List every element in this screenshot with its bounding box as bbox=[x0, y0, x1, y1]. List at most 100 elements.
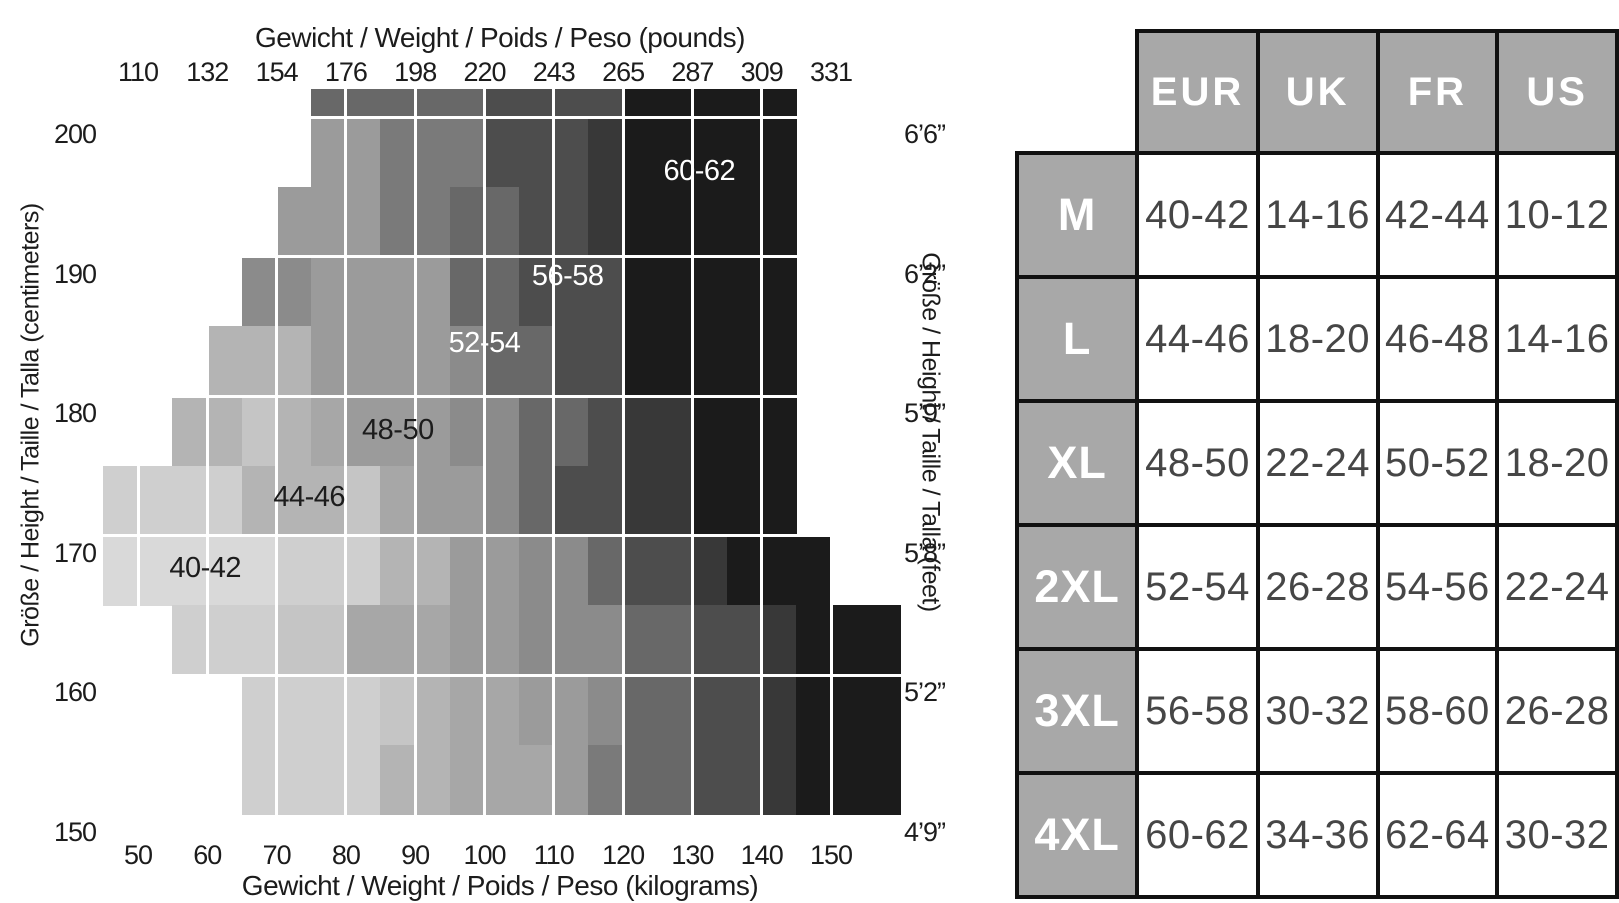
heatmap-cell bbox=[380, 291, 416, 327]
heatmap-cell bbox=[310, 88, 347, 118]
heatmap-cell bbox=[657, 500, 693, 537]
heatmap-cell bbox=[518, 256, 555, 292]
heatmap-cell bbox=[657, 395, 693, 432]
x-tick-kilograms: 90 bbox=[401, 840, 430, 870]
heatmap-cell bbox=[692, 500, 728, 537]
heatmap-cell bbox=[276, 675, 312, 711]
heatmap-cell bbox=[276, 465, 312, 502]
heatmap-cell bbox=[449, 395, 485, 432]
heatmap-cell bbox=[726, 361, 762, 397]
heatmap-cell bbox=[865, 675, 901, 711]
heatmap-cell bbox=[761, 710, 797, 746]
heatmap-cell bbox=[310, 535, 347, 571]
heatmap-cell bbox=[761, 605, 797, 641]
heatmap-cell bbox=[380, 186, 416, 222]
heatmap-cell bbox=[380, 151, 416, 188]
size-region-label: 60-62 bbox=[663, 155, 736, 188]
heatmap-cell bbox=[726, 465, 762, 502]
heatmap-cell bbox=[796, 744, 832, 781]
heatmap-cell bbox=[172, 430, 208, 467]
gridline-vertical bbox=[205, 88, 209, 815]
heatmap-cell bbox=[657, 116, 693, 153]
heatmap-cell bbox=[518, 779, 555, 816]
heatmap-cell bbox=[414, 151, 451, 188]
heatmap-cell bbox=[692, 88, 728, 118]
heatmap-cell bbox=[622, 535, 659, 571]
heatmap-cell bbox=[830, 710, 866, 746]
heatmap-cell bbox=[345, 326, 381, 362]
heatmap-cell bbox=[726, 430, 762, 467]
heatmap-cell bbox=[588, 570, 624, 606]
heatmap-cell bbox=[103, 535, 139, 571]
heatmap-cell bbox=[449, 465, 485, 502]
heatmap-cell bbox=[622, 779, 659, 816]
heatmap-cell bbox=[276, 361, 312, 397]
heatmap-cell bbox=[345, 430, 381, 467]
x-tick-kilograms: 50 bbox=[123, 840, 153, 870]
table-cell: 52-54 bbox=[1135, 523, 1260, 651]
heatmap-cell bbox=[345, 465, 381, 502]
heatmap-cell bbox=[172, 465, 208, 502]
heatmap-cell bbox=[761, 500, 797, 537]
heatmap-cell bbox=[692, 605, 728, 641]
heatmap-cell bbox=[657, 779, 693, 816]
heatmap-cell bbox=[310, 186, 347, 222]
heatmap-cell bbox=[726, 116, 762, 153]
heatmap-cell bbox=[761, 361, 797, 397]
heatmap-cell bbox=[414, 675, 451, 711]
heatmap-cell bbox=[276, 605, 312, 641]
heatmap-cell bbox=[622, 186, 659, 222]
heatmap-cell bbox=[726, 535, 762, 571]
x-tick-pounds: 198 bbox=[394, 57, 437, 87]
heatmap-cell bbox=[518, 605, 555, 641]
heatmap-cell bbox=[241, 779, 277, 816]
size-region-label: 56-58 bbox=[531, 260, 604, 293]
heatmap-cell bbox=[692, 570, 728, 606]
table-cell: 42-44 bbox=[1375, 151, 1500, 279]
heatmap-cell bbox=[588, 361, 624, 397]
heatmap-cell bbox=[726, 326, 762, 362]
x-tick-pounds: 331 bbox=[809, 57, 853, 87]
heatmap-cell bbox=[726, 291, 762, 327]
table-cell: 18-20 bbox=[1255, 275, 1380, 403]
heatmap-cell bbox=[449, 535, 485, 571]
heatmap-cell bbox=[380, 605, 416, 641]
heatmap-cell bbox=[622, 500, 659, 537]
heatmap-cell bbox=[657, 710, 693, 746]
heatmap-cell bbox=[761, 116, 797, 153]
heatmap-cell bbox=[761, 221, 797, 257]
heatmap-cell bbox=[414, 430, 451, 467]
heatmap-cell bbox=[484, 256, 520, 292]
y-tick-centimeters: 150 bbox=[53, 817, 97, 847]
heatmap-cell bbox=[518, 500, 555, 537]
heatmap-cell bbox=[657, 256, 693, 292]
heatmap-cell bbox=[484, 640, 520, 676]
heatmap-cell bbox=[865, 710, 901, 746]
heatmap-cell bbox=[657, 361, 693, 397]
heatmap-cell bbox=[796, 640, 832, 676]
table-cell: 30-32 bbox=[1255, 647, 1380, 775]
heatmap-cell bbox=[692, 675, 728, 711]
heatmap-cell bbox=[414, 500, 451, 537]
heatmap-cell bbox=[553, 675, 589, 711]
heatmap-cell bbox=[484, 395, 520, 432]
heatmap-cell bbox=[172, 535, 208, 571]
heatmap-cell bbox=[553, 779, 589, 816]
heatmap-cell bbox=[276, 291, 312, 327]
heatmap-cell bbox=[276, 395, 312, 432]
heatmap-cell bbox=[796, 675, 832, 711]
x-tick-kilograms: 70 bbox=[262, 840, 292, 870]
heatmap-cell bbox=[207, 535, 243, 571]
heatmap-cell bbox=[276, 256, 312, 292]
table-cell: 46-48 bbox=[1375, 275, 1500, 403]
heatmap-cell bbox=[588, 116, 624, 153]
heatmap-cell bbox=[865, 640, 901, 676]
heatmap-cell bbox=[865, 779, 901, 816]
heatmap-cell bbox=[484, 675, 520, 711]
gridline-horizontal bbox=[102, 115, 902, 119]
gridline-vertical bbox=[275, 88, 279, 815]
heatmap-cell bbox=[588, 744, 624, 781]
heatmap-cell bbox=[726, 88, 762, 118]
heatmap-cell bbox=[622, 395, 659, 432]
heatmap-cell bbox=[380, 88, 416, 118]
